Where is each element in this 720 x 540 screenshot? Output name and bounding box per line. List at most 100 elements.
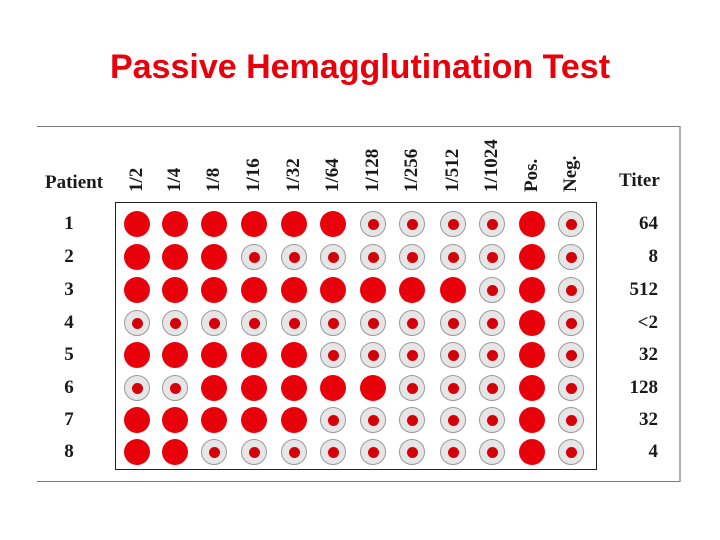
sedimented-cell-dot — [486, 382, 498, 394]
well-button — [281, 439, 307, 465]
well-button — [558, 277, 584, 303]
well-button — [360, 244, 386, 270]
well-button — [440, 211, 466, 237]
well-agglutination — [124, 211, 150, 237]
sedimented-cell-dot — [486, 349, 498, 361]
well-button — [440, 439, 466, 465]
well-button — [124, 310, 150, 336]
sedimented-cell-dot — [447, 414, 459, 426]
well-button — [360, 342, 386, 368]
sedimented-cell-dot — [406, 218, 418, 230]
well-agglutination — [241, 342, 267, 368]
sedimented-cell-dot — [406, 251, 418, 263]
well-button — [201, 439, 227, 465]
well-agglutination — [201, 244, 227, 270]
well-button — [440, 375, 466, 401]
patient-number: 8 — [64, 441, 74, 462]
well-button — [399, 375, 425, 401]
sedimented-cell-dot — [169, 382, 181, 394]
sedimented-cell-dot — [327, 446, 339, 458]
well-button — [558, 244, 584, 270]
well-agglutination — [519, 244, 545, 270]
well-agglutination — [281, 277, 307, 303]
sedimented-cell-dot — [327, 251, 339, 263]
microtiter-plate — [115, 202, 597, 470]
well-agglutination — [124, 244, 150, 270]
sedimented-cell-dot — [447, 382, 459, 394]
well-agglutination — [519, 439, 545, 465]
dilution-column-label: 1/256 — [401, 148, 422, 192]
well-agglutination — [399, 277, 425, 303]
well-agglutination — [241, 375, 267, 401]
sedimented-cell-dot — [288, 446, 300, 458]
sedimented-cell-dot — [565, 251, 577, 263]
well-agglutination — [519, 277, 545, 303]
sedimented-cell-dot — [486, 251, 498, 263]
well-button — [440, 244, 466, 270]
well-button — [162, 375, 188, 401]
well-agglutination — [124, 407, 150, 433]
sedimented-cell-dot — [406, 317, 418, 329]
well-agglutination — [519, 407, 545, 433]
sedimented-cell-dot — [288, 317, 300, 329]
sedimented-cell-dot — [447, 317, 459, 329]
well-agglutination — [201, 407, 227, 433]
dilution-column-label: 1/4 — [164, 167, 185, 192]
sedimented-cell-dot — [565, 284, 577, 296]
titer-value: 8 — [648, 246, 659, 267]
well-button — [360, 310, 386, 336]
sedimented-cell-dot — [248, 446, 260, 458]
sedimented-cell-dot — [486, 414, 498, 426]
well-agglutination — [241, 277, 267, 303]
well-agglutination — [124, 277, 150, 303]
well-button — [241, 439, 267, 465]
sedimented-cell-dot — [406, 349, 418, 361]
well-button — [320, 439, 346, 465]
well-agglutination — [201, 277, 227, 303]
well-agglutination — [519, 211, 545, 237]
sedimented-cell-dot — [288, 251, 300, 263]
sedimented-cell-dot — [486, 446, 498, 458]
sedimented-cell-dot — [565, 218, 577, 230]
page-title: Passive Hemagglutination Test — [109, 48, 611, 86]
well-agglutination — [360, 375, 386, 401]
well-button — [479, 342, 505, 368]
sedimented-cell-dot — [367, 317, 379, 329]
sedimented-cell-dot — [131, 317, 143, 329]
sedimented-cell-dot — [248, 317, 260, 329]
well-agglutination — [281, 211, 307, 237]
well-button — [320, 342, 346, 368]
well-button — [241, 244, 267, 270]
well-button — [399, 211, 425, 237]
patient-number: 7 — [64, 409, 74, 430]
titer-value: <2 — [637, 312, 658, 333]
titer-value: 32 — [639, 409, 658, 430]
well-agglutination — [360, 277, 386, 303]
well-button — [558, 407, 584, 433]
dilution-column-label: 1/128 — [362, 148, 383, 192]
well-agglutination — [162, 211, 188, 237]
patient-number: 3 — [64, 279, 74, 300]
well-button — [479, 407, 505, 433]
well-agglutination — [440, 277, 466, 303]
patient-number: 2 — [64, 246, 74, 267]
well-button — [360, 439, 386, 465]
well-button — [399, 407, 425, 433]
well-agglutination — [162, 439, 188, 465]
well-button — [124, 375, 150, 401]
sedimented-cell-dot — [565, 414, 577, 426]
well-button — [479, 211, 505, 237]
well-button — [558, 310, 584, 336]
sedimented-cell-dot — [367, 251, 379, 263]
sedimented-cell-dot — [565, 317, 577, 329]
dilution-column-label: 1/32 — [283, 158, 304, 192]
sedimented-cell-dot — [327, 317, 339, 329]
well-agglutination — [201, 211, 227, 237]
dilution-column-label: 1/64 — [322, 158, 343, 192]
sedimented-cell-dot — [565, 349, 577, 361]
sedimented-cell-dot — [327, 349, 339, 361]
sedimented-cell-dot — [406, 382, 418, 394]
sedimented-cell-dot — [367, 414, 379, 426]
titer-column-header: Titer — [619, 170, 660, 191]
sedimented-cell-dot — [367, 446, 379, 458]
